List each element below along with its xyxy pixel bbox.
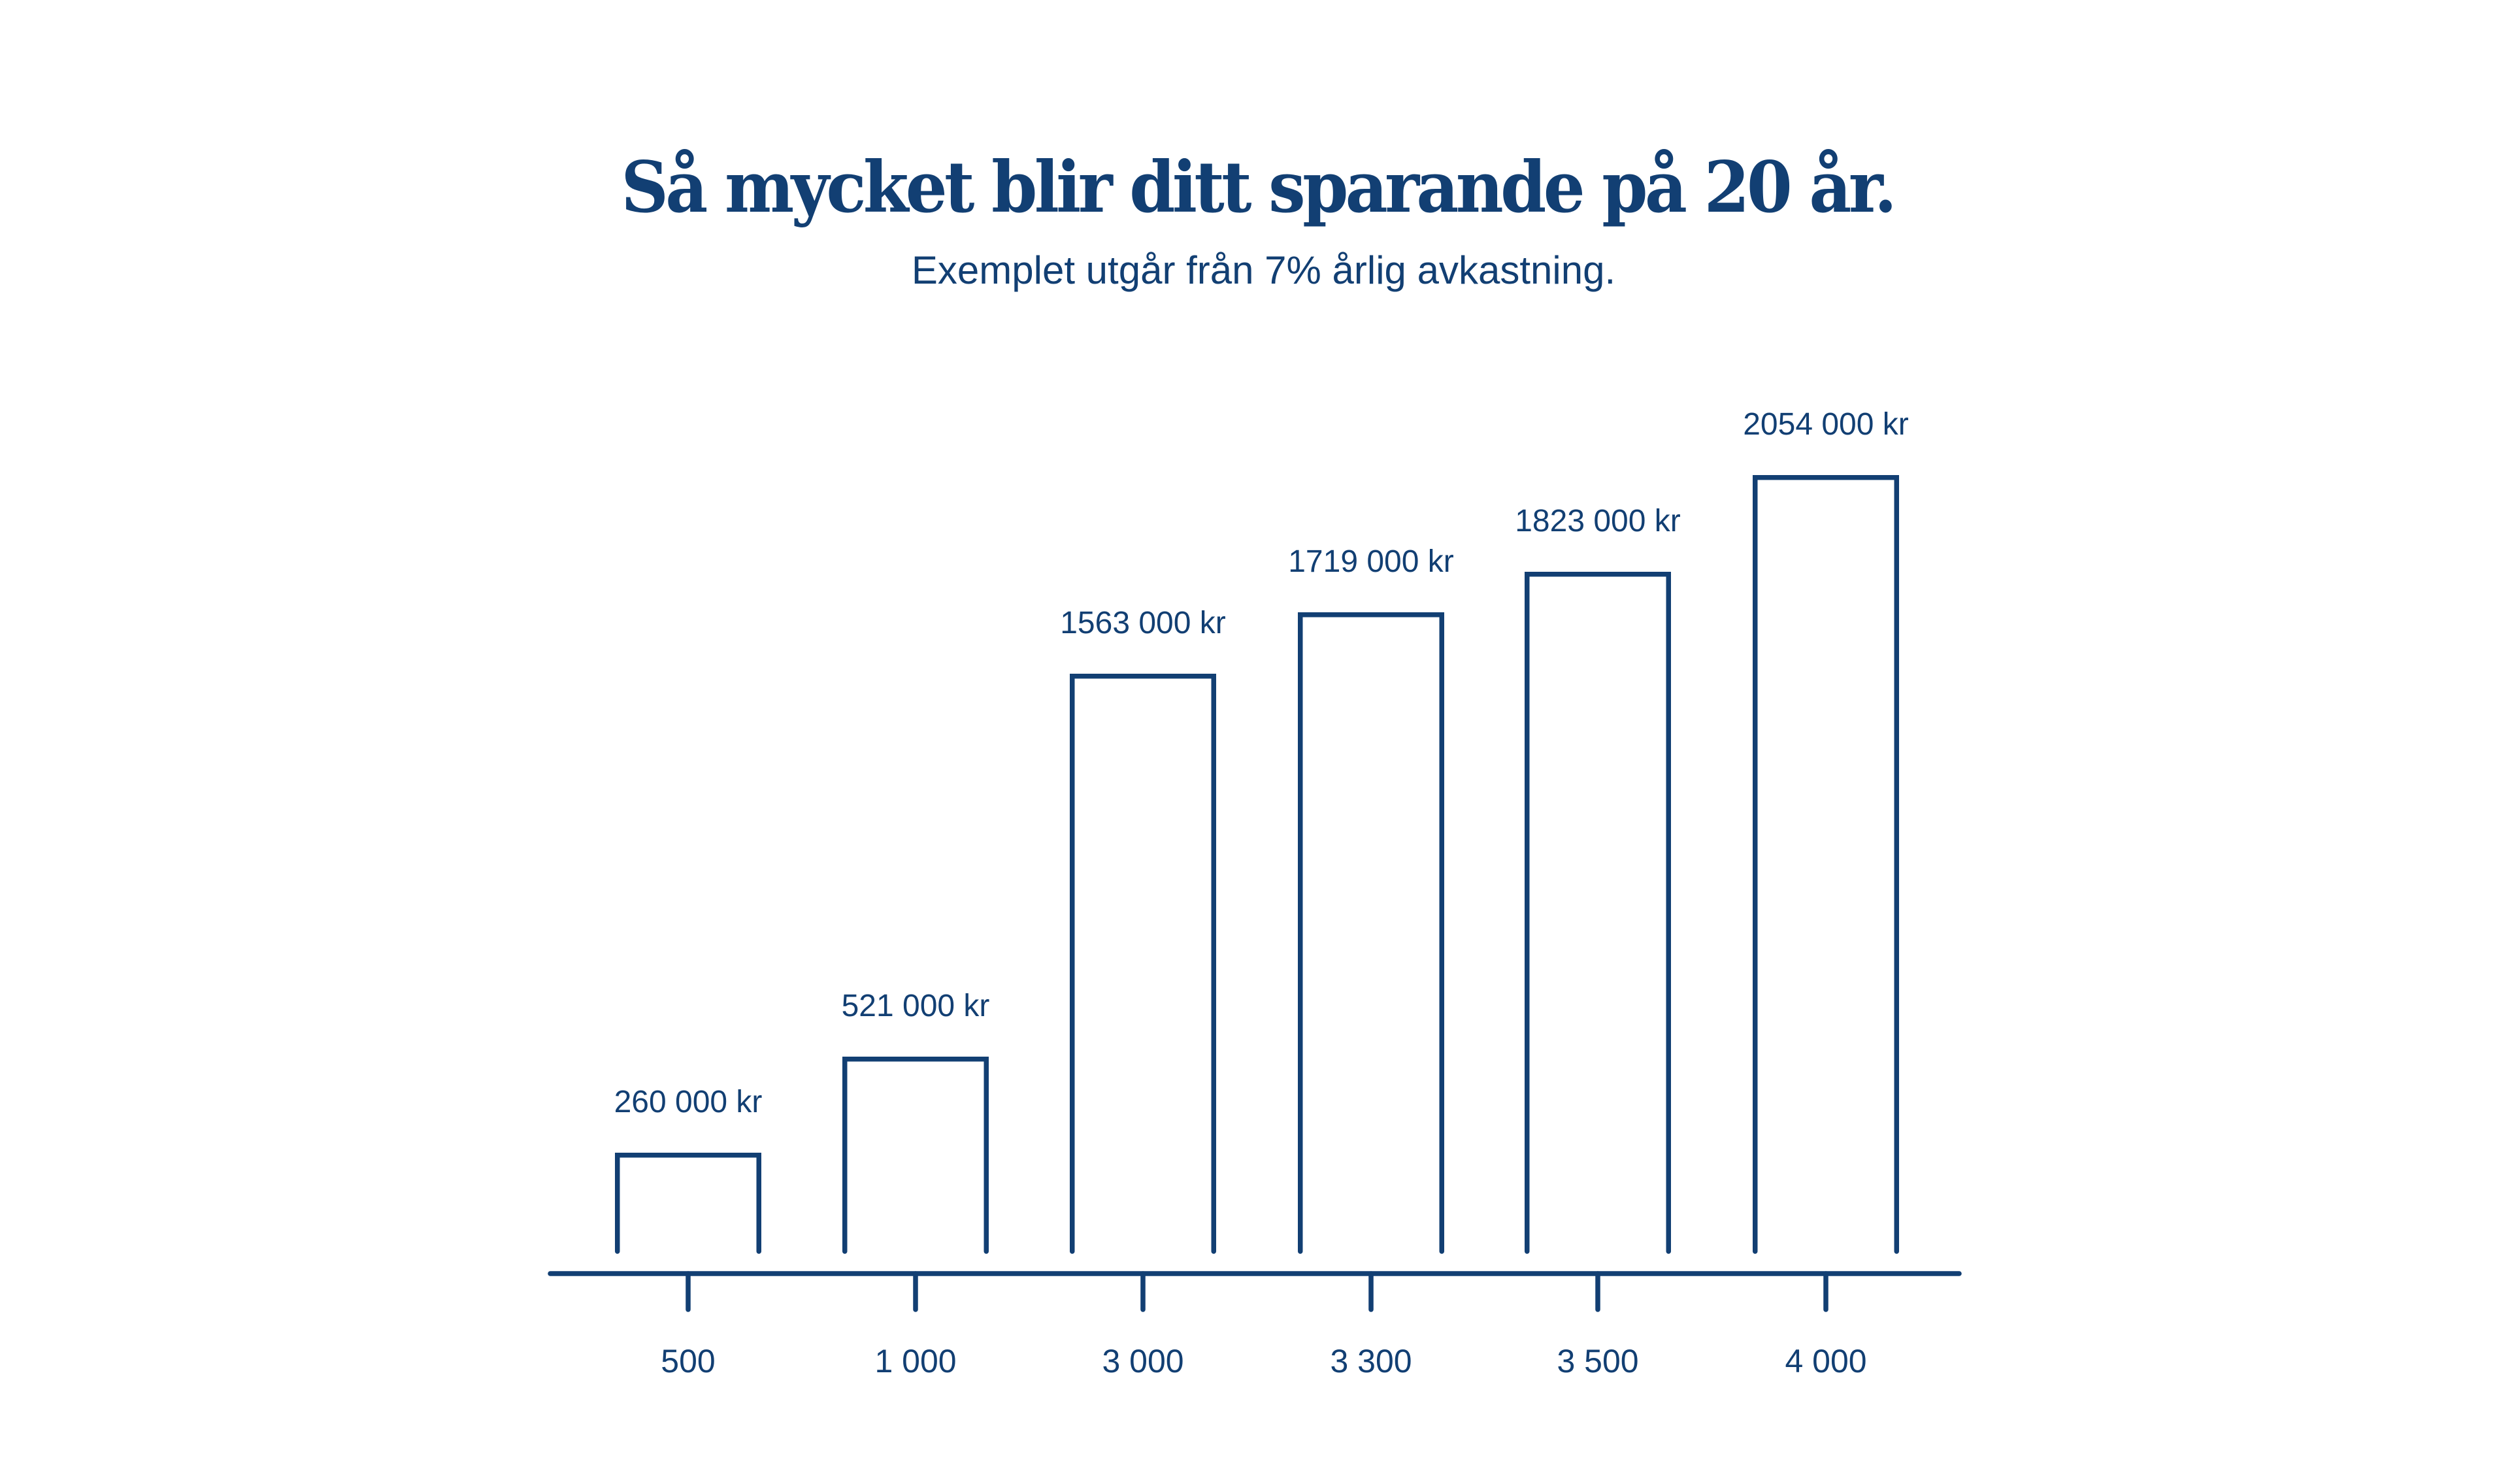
x-tick-label: 3 500 [1557,1343,1638,1379]
bar-value-label: 521 000 kr [842,989,990,1023]
chart-title: Så mycket blir ditt sparande på 20 år. [621,146,1896,229]
x-tick-label: 3 000 [1102,1343,1183,1379]
bar-value-label: 1823 000 kr [1515,504,1681,538]
bar-value-label: 1563 000 kr [1060,606,1226,640]
bar-value-label: 2054 000 kr [1743,407,1909,442]
x-tick-label: 4 000 [1785,1343,1866,1379]
x-tick-labels-group: 500 1 000 3 000 3 300 3 500 4 000 [661,1343,1866,1379]
bar-value-label: 260 000 kr [614,1085,763,1119]
bar-4 [1298,612,1444,1254]
x-tick-label: 3 300 [1330,1343,1412,1379]
bar-5 [1525,572,1671,1254]
bars-group [615,475,1899,1254]
bar-1 [615,1153,761,1254]
bar-value-label: 1719 000 kr [1288,544,1454,579]
x-tick-label: 1 000 [874,1343,956,1379]
bar-3 [1070,674,1216,1254]
bar-2 [842,1057,989,1254]
chart-subtitle: Exemplet utgår från 7% årlig avkastning. [911,248,1616,292]
x-axis [548,1271,1962,1312]
x-tick-label: 500 [661,1343,715,1379]
bar-6 [1753,475,1899,1254]
value-labels-group: 260 000 kr 521 000 kr 1563 000 kr 1719 000 … [614,407,1909,1119]
